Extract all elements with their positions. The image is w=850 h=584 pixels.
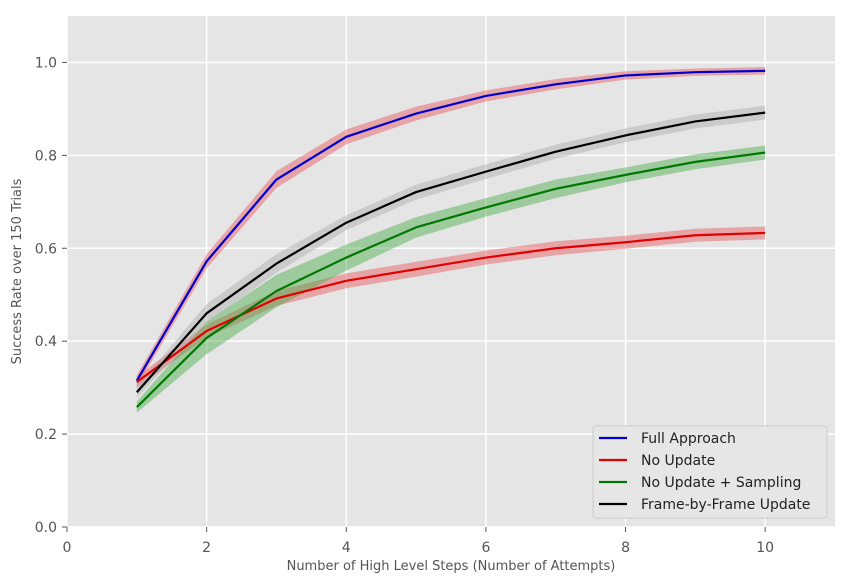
y-axis-ticks: 0.0 0.2 0.4 0.6 0.8 1.0	[35, 55, 67, 536]
x-axis-label: Number of High Level Steps (Number of At…	[287, 559, 616, 574]
y-tick-label: 0.0	[35, 520, 57, 536]
legend-label: Full Approach	[641, 431, 736, 447]
legend-label: No Update + Sampling	[641, 475, 801, 491]
x-axis-ticks: 0 2 4 6 8 10	[63, 527, 774, 556]
confidence-band	[136, 226, 766, 388]
y-tick-label: 0.8	[35, 148, 57, 164]
y-tick-label: 1.0	[35, 55, 57, 71]
grid	[66, 16, 835, 528]
y-tick-label: 0.4	[35, 334, 57, 350]
x-tick-label: 6	[481, 540, 490, 556]
legend-label: No Update	[641, 453, 715, 469]
x-tick-label: 4	[342, 540, 351, 556]
legend: Full Approach No Update No Update + Sampli…	[592, 425, 828, 519]
series-line	[136, 151, 766, 408]
y-axis-label: Success Rate over 150 Trials	[10, 178, 25, 364]
x-tick-label: 0	[63, 540, 72, 556]
legend-label: Frame-by-Frame Update	[641, 497, 810, 513]
x-tick-label: 8	[621, 540, 630, 556]
y-tick-label: 0.6	[35, 241, 57, 257]
legend-box	[592, 425, 828, 519]
x-tick-label: 10	[756, 540, 774, 556]
x-tick-label: 2	[202, 540, 211, 556]
series-lines	[135, 69, 766, 408]
series-line	[135, 69, 766, 382]
series-line	[135, 111, 766, 394]
y-tick-label: 0.2	[35, 427, 57, 443]
confidence-bands	[136, 67, 766, 413]
